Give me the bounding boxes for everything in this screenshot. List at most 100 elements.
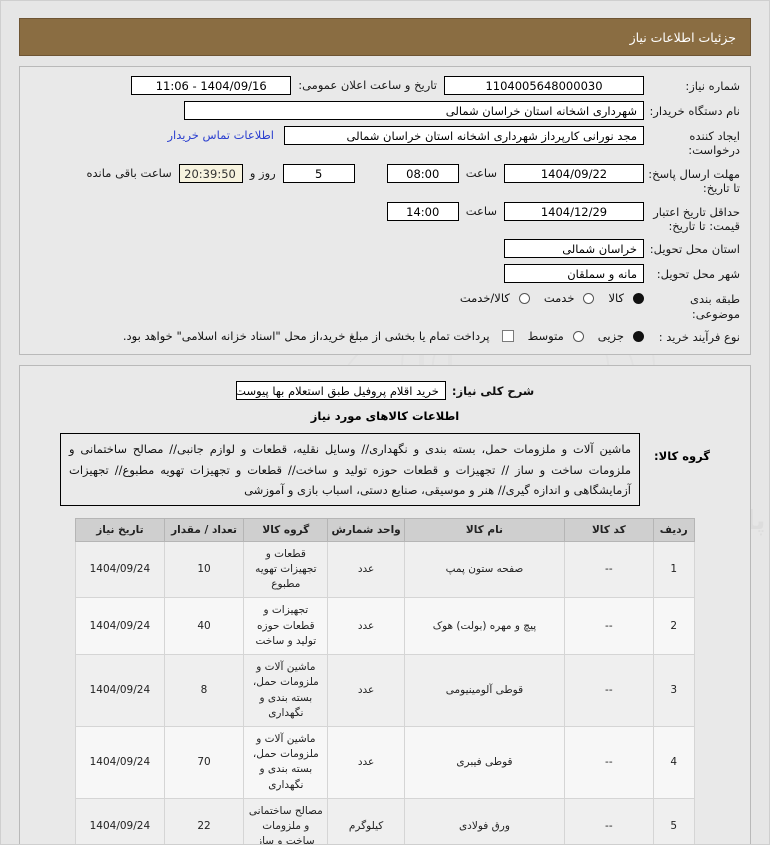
cell-goods-code: -- <box>564 540 654 599</box>
cell-unit: عدد <box>327 540 405 599</box>
public-announce-label: تاریخ و ساعت اعلان عمومی: <box>298 78 437 92</box>
table-row: 2 -- پیچ و مهره (بولت) هوک عدد تجهیزات و قطع… <box>75 597 695 656</box>
cell-quantity: 40 <box>163 597 245 656</box>
cell-unit: عدد <box>327 597 405 656</box>
remaining-days-field: 5 <box>282 163 355 183</box>
cell-need-date: 1404/09/24 <box>75 597 165 656</box>
cell-quantity: 22 <box>163 797 245 844</box>
deadline-hour-label: ساعت <box>465 165 497 180</box>
page-title: جزئیات اطلاعات نیاز <box>19 18 751 56</box>
treasury-bond-checkbox[interactable] <box>501 330 514 342</box>
deadline-label: مهلت ارسال پاسخ: تا تاریخ: <box>648 166 740 196</box>
need-desc-label: شرح کلی نیاز: <box>451 383 535 398</box>
cell-goods-code: -- <box>564 725 654 799</box>
row-process-type: نوع فرآیند خرید : جزیی متوسط پرداخت تمام… <box>30 327 740 344</box>
col-quantity: تعداد / مقدار <box>163 517 245 542</box>
cell-goods-name: پیچ و مهره (بولت) هوک <box>403 597 566 656</box>
cell-unit: عدد <box>327 654 405 727</box>
table-row: 5 -- ورق فولادی کیلوگرم مصالح ساختمانی و ملز… <box>75 797 695 844</box>
validity-hour-field[interactable]: 14:00 <box>386 201 459 221</box>
row-deadline: مهلت ارسال پاسخ: تا تاریخ: 1404/09/22 سا… <box>30 163 740 196</box>
cell-goods-name: قوطی آلومینیومی <box>403 654 566 727</box>
public-announce-field[interactable]: 1404/09/16 - 11:06 <box>131 76 292 95</box>
creator-label: ایجاد کننده درخواست: <box>688 129 740 158</box>
need-number-label: شماره نیاز: <box>685 79 740 93</box>
need-desc-field[interactable]: خرید اقلام پروفیل طبق استعلام بها پیوست <box>235 381 446 401</box>
need-number-field[interactable]: 1104005648000030 <box>444 76 644 95</box>
radio-goods[interactable] <box>633 292 644 304</box>
radio-goods-service[interactable] <box>518 292 530 304</box>
cell-quantity: 70 <box>163 725 245 799</box>
row-creator: ایجاد کننده درخواست: مجد نورانی کارپرداز… <box>30 126 740 158</box>
table-header-row: ردیف کد کالا نام کالا واحد شمارش گروه کا… <box>75 517 695 542</box>
buyer-contact-link[interactable]: اطلاعات تماس خریدار <box>167 128 274 142</box>
table-row: 4 -- قوطی فیبری عدد ماشین آلات و ملزومات حمل… <box>75 725 695 799</box>
need-details-panel: شماره نیاز: 1104005648000030 تاریخ و ساع… <box>19 66 751 356</box>
cell-goods-group: تجهیزات و قطعات حوزه تولید و ساخت <box>243 597 329 656</box>
cell-row-number: 4 <box>652 725 695 799</box>
cell-need-date: 1404/09/24 <box>75 797 165 844</box>
deadline-hour-field[interactable]: 08:00 <box>386 163 459 183</box>
col-need-date: تاریخ نیاز <box>75 517 165 542</box>
row-need-description: شرح کلی نیاز: خرید اقلام پروفیل طبق استع… <box>30 381 740 401</box>
radio-service[interactable] <box>583 292 595 304</box>
cell-row-number: 2 <box>652 597 695 656</box>
city-field[interactable]: مانه و سملقان <box>504 264 644 284</box>
buyer-org-field[interactable]: شهرداری اشخانه استان خراسان شمالی <box>184 101 644 120</box>
cell-goods-group: قطعات و تجهیزات تهویه مطبوع <box>243 540 329 599</box>
cell-goods-code: -- <box>564 797 654 844</box>
validity-hour-label: ساعت <box>465 203 497 218</box>
province-field[interactable]: خراسان شمالی <box>504 239 644 259</box>
cell-goods-group: ماشین آلات و ملزومات حمل، بسته بندی و نگ… <box>243 654 329 727</box>
deadline-date-field[interactable]: 1404/09/22 <box>504 163 644 183</box>
cell-goods-name: ورق فولادی <box>403 797 566 844</box>
table-row: 1 -- صفحه ستون پمپ عدد قطعات و تجهیزات تهویه… <box>75 540 695 599</box>
row-buyer-org: نام دستگاه خریدار: شهرداری اشخانه استان … <box>30 101 740 120</box>
table-row: 3 -- قوطی آلومینیومی عدد ماشین آلات و ملزوما… <box>75 654 695 727</box>
radio-minor[interactable] <box>633 330 644 342</box>
col-goods-group: گروه کالا <box>243 517 329 542</box>
row-classification: طبقه بندی موضوعی: کالا خدمت کالا/خدمت <box>30 289 740 321</box>
buyer-org-label: نام دستگاه خریدار: <box>649 104 740 118</box>
col-unit: واحد شمارش <box>327 517 405 542</box>
cell-unit: عدد <box>327 725 405 799</box>
cell-goods-name: قوطی فیبری <box>403 725 566 799</box>
cell-need-date: 1404/09/24 <box>75 540 165 599</box>
row-province: استان محل تحویل: خراسان شمالی <box>30 239 740 259</box>
cell-goods-name: صفحه ستون پمپ <box>403 540 566 599</box>
col-row-number: ردیف <box>652 517 695 542</box>
cell-need-date: 1404/09/24 <box>75 725 165 799</box>
table-body: 1 -- صفحه ستون پمپ عدد قطعات و تجهیزات تهویه… <box>75 540 695 844</box>
cell-goods-code: -- <box>564 597 654 656</box>
cell-goods-group: ماشین آلات و ملزومات حمل، بسته بندی و نگ… <box>243 725 329 799</box>
radio-minor-label: جزیی <box>597 329 624 343</box>
cell-goods-code: -- <box>564 654 654 727</box>
cell-unit: کیلوگرم <box>327 797 405 844</box>
validity-date-field[interactable]: 1404/12/29 <box>504 201 644 221</box>
process-label: نوع فرآیند خرید : <box>658 330 740 344</box>
treasury-note-label: پرداخت تمام یا بخشی از مبلغ خرید،از محل … <box>122 329 490 343</box>
row-need-number: شماره نیاز: 1104005648000030 تاریخ و ساع… <box>30 76 740 95</box>
cell-row-number: 5 <box>652 797 695 844</box>
page-title-text: جزئیات اطلاعات نیاز <box>629 29 736 45</box>
cell-quantity: 8 <box>163 654 245 727</box>
row-goods-group: گروه کالا: ماشین آلات و ملزومات حمل، بست… <box>30 433 740 506</box>
cell-need-date: 1404/09/24 <box>75 654 165 727</box>
validity-label: حداقل تاریخ اعتبار قیمت: تا تاریخ: <box>653 204 740 233</box>
creator-field[interactable]: مجد نورانی کارپرداز شهرداری اشخانه استان… <box>284 126 644 145</box>
remaining-time-countdown: 20:39:50 <box>178 163 243 183</box>
cell-goods-group: مصالح ساختمانی و ملزومات ساخت و ساز <box>243 797 329 844</box>
city-label: شهر محل تحویل: <box>656 267 740 282</box>
goods-group-field[interactable]: ماشین آلات و ملزومات حمل، بسته بندی و نگ… <box>60 433 640 506</box>
goods-group-label: گروه کالا: <box>654 449 710 464</box>
cell-row-number: 3 <box>652 654 695 727</box>
radio-medium[interactable] <box>572 330 584 342</box>
days-and-label: روز و <box>249 165 276 180</box>
radio-goods-label: کالا <box>608 291 624 306</box>
radio-service-label: خدمت <box>543 291 575 306</box>
classification-label: طبقه بندی موضوعی: <box>690 292 740 321</box>
radio-medium-label: متوسط <box>527 329 564 343</box>
cell-quantity: 10 <box>163 540 245 599</box>
goods-table: ردیف کد کالا نام کالا واحد شمارش گروه کا… <box>75 517 695 844</box>
